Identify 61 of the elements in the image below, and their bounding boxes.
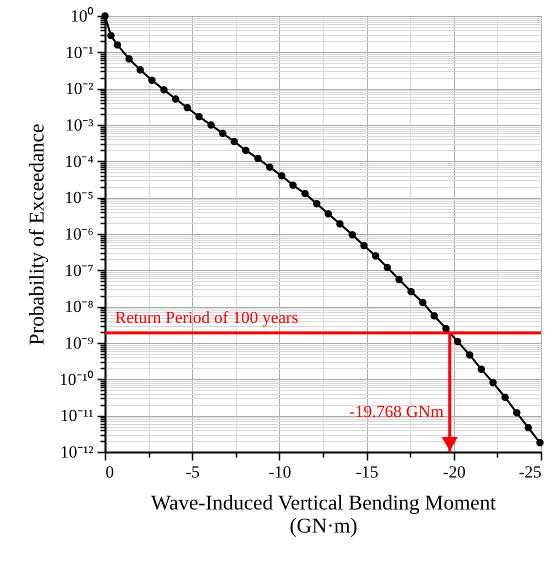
y-tick-label: 10⁻¹¹	[60, 406, 94, 426]
point	[289, 182, 297, 189]
point	[372, 252, 380, 260]
point	[278, 172, 286, 180]
y-tick-label: 10⁻⁷	[64, 260, 94, 280]
point	[395, 276, 403, 284]
y-tick-label: 10⁻⁵	[64, 188, 94, 208]
point	[313, 200, 320, 208]
ref-line-label: Return Period of 100 years	[115, 308, 298, 327]
point	[336, 220, 344, 228]
point	[430, 312, 438, 320]
y-tick-label: 10⁰	[70, 6, 94, 26]
point	[107, 32, 115, 40]
point	[160, 86, 168, 94]
point	[266, 163, 274, 171]
point	[184, 104, 192, 112]
y-tick-label: 10⁻²	[65, 79, 94, 98]
point	[230, 138, 238, 146]
point	[195, 112, 203, 120]
point	[442, 324, 450, 332]
point	[148, 76, 156, 84]
point	[125, 55, 133, 63]
y-tick-label: 10⁻⁹	[64, 334, 94, 352]
point	[513, 409, 520, 416]
x-axis-title: Wave-Induced Vertical Bending Moment (GN·m)	[151, 490, 496, 538]
point	[360, 242, 368, 250]
point	[114, 41, 122, 49]
x-tick-label: -20	[442, 462, 466, 482]
point	[478, 366, 486, 373]
y-axis-title: Probability of Exceedance	[24, 124, 48, 346]
y-tick-label: 10⁻³	[65, 116, 94, 134]
point	[324, 210, 332, 218]
ref-line-label: -19.768 GNm	[349, 402, 444, 421]
y-tick-label: 10⁻⁶	[64, 224, 94, 244]
x-tick-label: -5	[186, 462, 200, 482]
point	[348, 231, 356, 239]
point	[419, 298, 426, 306]
y-tick-label: 10⁻¹⁰	[59, 370, 94, 389]
point	[207, 121, 215, 129]
point	[301, 190, 309, 198]
point	[524, 424, 532, 432]
point	[466, 351, 474, 359]
point	[242, 146, 250, 154]
y-tick-label: 10⁻¹	[65, 42, 94, 62]
x-tick-label: -15	[356, 462, 378, 482]
point	[254, 154, 262, 162]
point	[136, 66, 144, 74]
x-tick-label: -25	[518, 462, 542, 482]
point	[219, 130, 226, 138]
point	[384, 264, 392, 272]
x-tick-label: -10	[268, 462, 292, 482]
point	[536, 439, 544, 446]
point	[172, 95, 180, 103]
y-tick-label: 10⁻⁸	[64, 297, 94, 316]
point	[407, 288, 415, 296]
point	[454, 338, 462, 346]
y-tick-label: 10⁻¹²	[60, 442, 94, 462]
y-tick-label: 10⁻⁴	[64, 152, 94, 171]
point	[489, 378, 497, 386]
x-tick-label: 0	[106, 462, 114, 482]
point	[501, 394, 509, 402]
